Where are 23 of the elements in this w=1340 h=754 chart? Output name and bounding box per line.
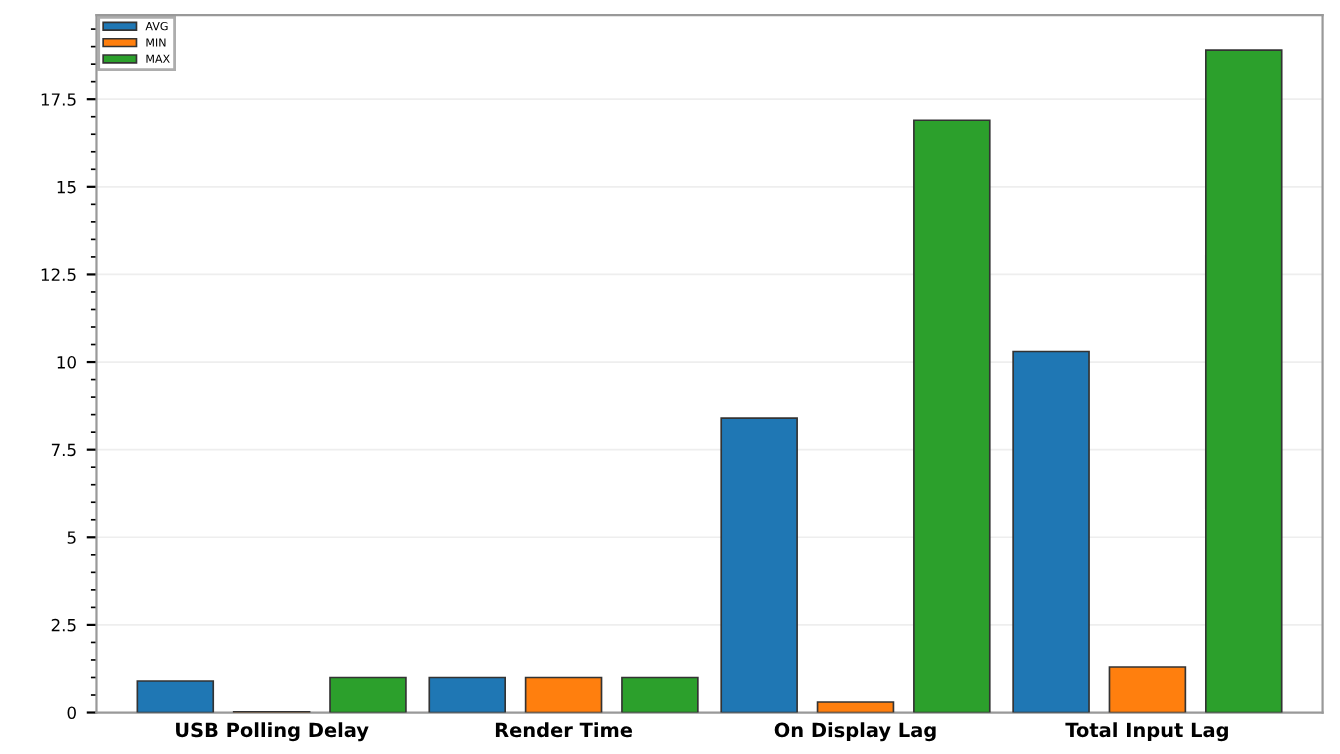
- bar: [720, 417, 798, 713]
- x-tick-label: Total Input Lag: [1065, 722, 1228, 742]
- x-tick-label: Render Time: [495, 722, 633, 738]
- bar: [913, 119, 991, 713]
- x-tick-label: USB Polling Delay: [176, 722, 369, 742]
- y-tick-label: 17.5: [41, 93, 76, 106]
- bar: [136, 680, 215, 713]
- y-tick-label: 10: [57, 356, 76, 369]
- bar: [816, 701, 895, 713]
- bar: [1204, 49, 1283, 713]
- bar: [621, 676, 699, 713]
- x-tick-label: On Display Lag: [774, 722, 936, 742]
- bar: [1012, 350, 1090, 713]
- y-tick-label: 15: [57, 180, 76, 194]
- y-tick-label: 7.5: [51, 443, 76, 457]
- bar: [428, 676, 507, 713]
- y-tick-label: 5: [67, 531, 76, 544]
- y-tick-label: 12.5: [41, 268, 76, 281]
- bar: [524, 676, 603, 713]
- y-tick-label: 2.5: [51, 618, 76, 632]
- bar: [329, 676, 407, 713]
- y-tick-label: 0: [67, 706, 76, 720]
- bar: [1108, 666, 1187, 713]
